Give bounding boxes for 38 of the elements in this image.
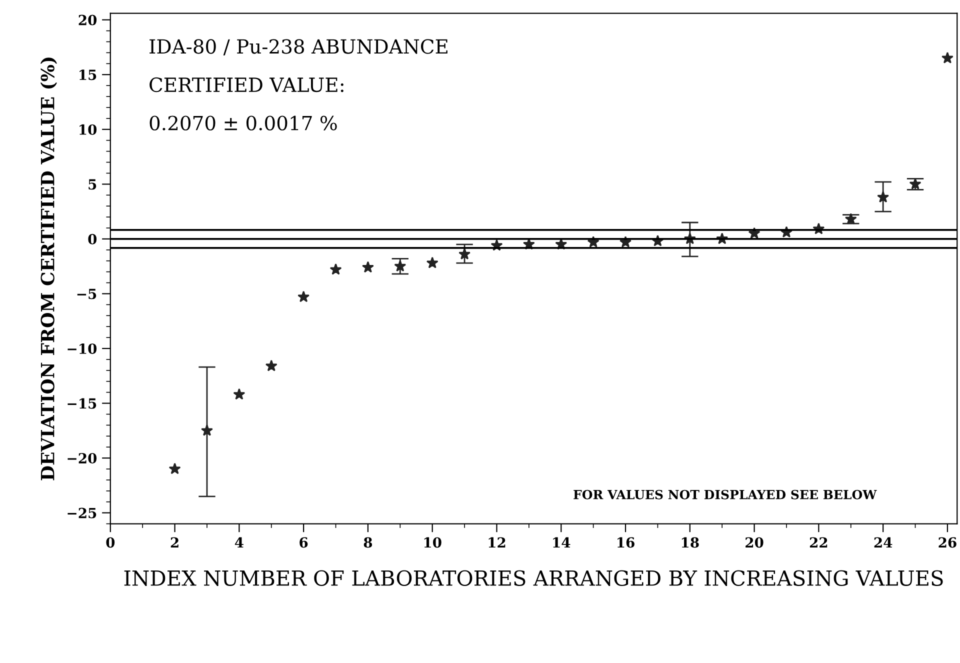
x-tick-label: 18 (682, 537, 699, 548)
y-tick-label: 15 (80, 70, 96, 80)
point (168, 462, 181, 474)
point (330, 263, 342, 275)
annotation: 0.2070 ± 0.0017 % (150, 116, 337, 130)
point (233, 388, 246, 400)
y-axis-title: DEVIATION FROM CERTIFIED VALUE (%) (40, 58, 57, 480)
y-tick-label: −20 (68, 453, 97, 464)
point (941, 52, 954, 64)
y-tick-label: −5 (77, 288, 96, 300)
x-tick-label: 14 (553, 537, 570, 548)
point (362, 261, 374, 273)
annotation: IDA-80 / Pu-238 ABUNDANCE (150, 39, 448, 56)
x-tick-label: 2 (170, 537, 178, 548)
x-tick-label: 22 (810, 537, 828, 548)
x-tick-label: 26 (938, 537, 956, 548)
y-tick-label: 10 (80, 124, 97, 135)
x-tick-label: 24 (874, 537, 892, 548)
y-tick-label: −25 (68, 508, 96, 518)
y-tick-label: 5 (88, 179, 96, 190)
y-tick-label: 20 (78, 14, 97, 26)
y-tick-label: 0 (88, 234, 97, 244)
point (426, 256, 438, 268)
annotation: FOR VALUES NOT DISPLAYED SEE BELOW (574, 490, 877, 500)
x-tick-label: 16 (618, 537, 634, 548)
point (265, 360, 278, 372)
x-tick-label: 0 (106, 537, 115, 548)
annotation: CERTIFIED VALUE: (150, 77, 344, 92)
point (298, 290, 310, 302)
x-tick-label: 6 (300, 537, 308, 548)
x-tick-label: 12 (488, 537, 506, 548)
x-tick-label: 4 (234, 537, 244, 548)
x-tick-label: 20 (746, 537, 764, 548)
y-tick-label: −10 (68, 343, 97, 354)
x-tick-label: 10 (424, 537, 442, 548)
x-tick-label: 8 (364, 537, 372, 548)
y-tick-label: −15 (68, 398, 96, 409)
x-axis-title: INDEX NUMBER OF LABORATORIES ARRANGED BY INCREASING VALUES (124, 570, 943, 586)
